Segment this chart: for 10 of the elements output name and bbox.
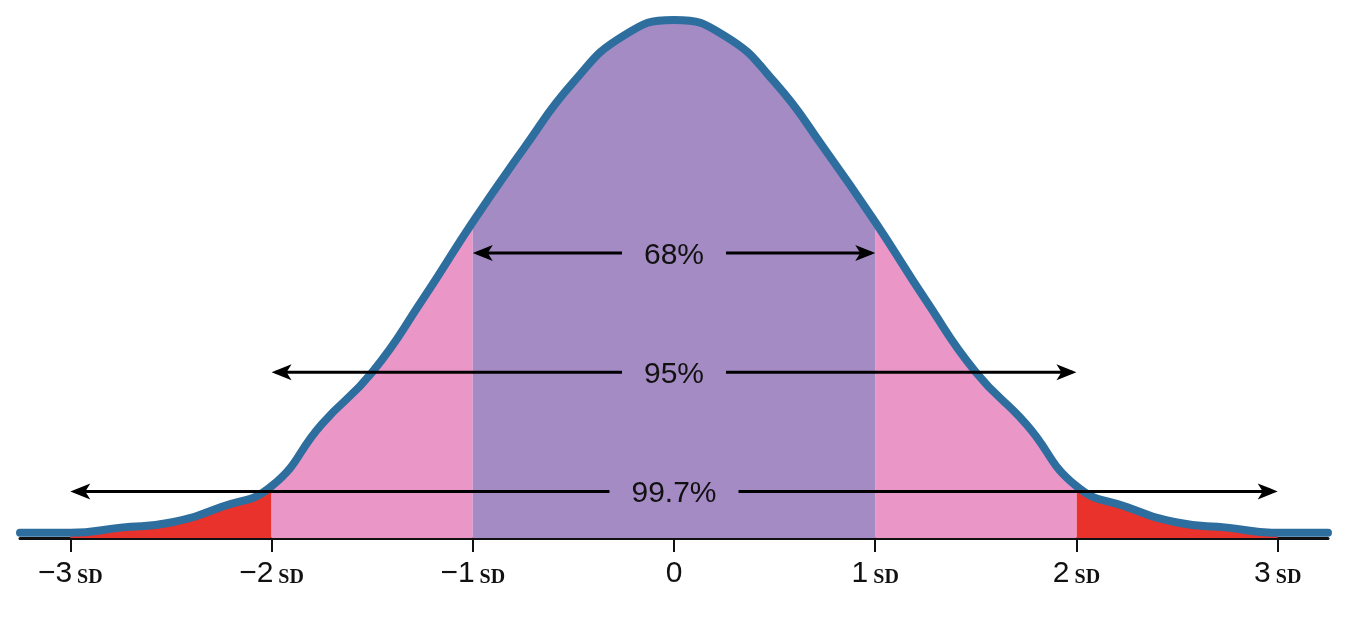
x-tick-label: −2 SD bbox=[239, 554, 304, 588]
x-tick-label: 0 bbox=[665, 554, 683, 588]
annotation: 99.7% bbox=[631, 474, 717, 508]
annotation: 68% bbox=[643, 236, 705, 270]
x-tick-label: 3 SD bbox=[1254, 554, 1302, 588]
x-tick-label: 1 SD bbox=[851, 554, 899, 588]
annotation: 95% bbox=[643, 355, 705, 389]
x-tick-label: 2 SD bbox=[1052, 554, 1101, 588]
x-tick-label: −3 SD bbox=[37, 554, 103, 588]
x-tick-label: −1 SD bbox=[440, 554, 506, 588]
